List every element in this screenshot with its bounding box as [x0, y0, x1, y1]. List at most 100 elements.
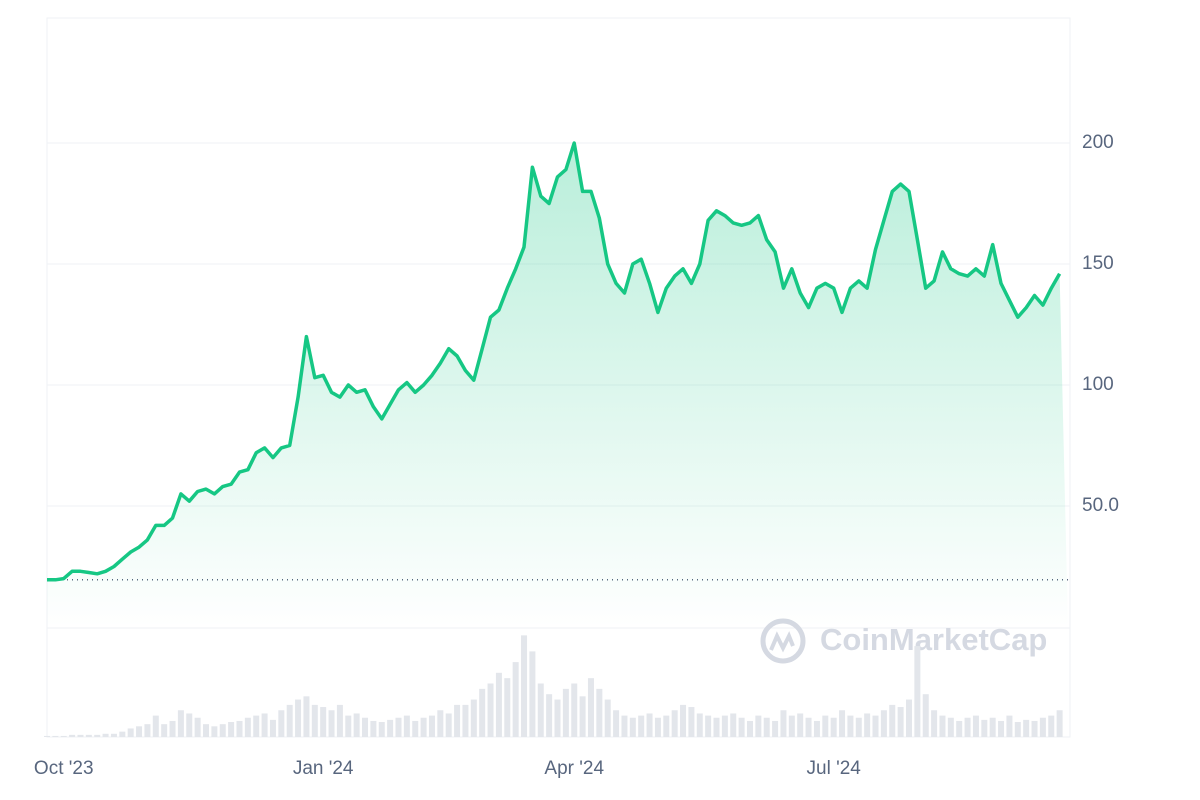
y-tick-label: 100 [1082, 374, 1114, 395]
volume-bar [872, 715, 879, 737]
volume-bar [353, 713, 360, 737]
watermark: CoinMarketCap [760, 618, 1047, 664]
x-tick-label: Jan '24 [293, 758, 354, 779]
volume-bar [1031, 720, 1038, 737]
volume-bar [554, 699, 561, 737]
price-area [47, 143, 1068, 627]
volume-bar [981, 719, 988, 737]
volume-bar [897, 707, 904, 737]
volume-bar [947, 717, 954, 737]
volume-bar [705, 715, 712, 737]
volume-bar [211, 726, 218, 737]
volume-bar [236, 720, 243, 737]
volume-bar [629, 717, 636, 737]
volume-bar [671, 710, 678, 737]
volume-bar [445, 713, 452, 737]
volume-bar [44, 735, 50, 737]
volume-bar [244, 717, 251, 737]
volume-bar [60, 735, 67, 737]
volume-bar [579, 696, 586, 737]
price-line [47, 141, 1062, 582]
volume-bar [613, 710, 620, 737]
volume-bar [772, 720, 779, 737]
volume-bar [328, 710, 335, 737]
volume-bar [1006, 715, 1013, 737]
volume-bar [403, 715, 410, 737]
volume-bar [604, 699, 611, 737]
volume-bar [1014, 722, 1021, 737]
volume-bar [378, 722, 385, 737]
volume-bar [136, 726, 143, 737]
volume-bar [788, 715, 795, 737]
volume-bar [110, 733, 117, 737]
volume-bar [169, 720, 176, 737]
volume-bar [487, 683, 494, 737]
volume-bar [177, 710, 184, 737]
x-tick-label: Apr '24 [544, 758, 604, 779]
volume-bar [529, 651, 536, 737]
x-tick-label: Jul '24 [807, 758, 862, 779]
volume-bar [905, 699, 912, 737]
volume-bar [495, 672, 502, 737]
volume-bar [805, 717, 812, 737]
volume-bar [972, 715, 979, 737]
volume-bar [161, 724, 168, 737]
volume-bar [454, 704, 461, 737]
volume-bar [85, 734, 92, 737]
watermark-text: CoinMarketCap [820, 622, 1047, 657]
volume-bar [688, 707, 695, 737]
y-tick-label: 200 [1082, 132, 1114, 153]
volume-bar [286, 704, 293, 737]
volume-bar [638, 715, 645, 737]
volume-bar [571, 683, 578, 737]
volume-bar [1048, 715, 1055, 737]
volume-bar [755, 715, 762, 737]
volume-bar [144, 724, 151, 737]
volume-bar [395, 717, 402, 737]
volume-bar [512, 662, 519, 737]
volume-bar [855, 717, 862, 737]
volume-bar [889, 704, 896, 737]
volume-bar [479, 688, 486, 737]
volume-bar [94, 734, 101, 737]
volume-bar [989, 717, 996, 737]
volume-bar [261, 713, 268, 737]
volume-bar [1056, 710, 1063, 737]
volume-bar [864, 713, 871, 737]
volume-bar [428, 715, 435, 737]
volume-bar [52, 735, 59, 737]
volume-bar [470, 699, 477, 737]
volume-bar [546, 694, 553, 737]
volume-bar [102, 733, 109, 737]
volume-bar [253, 715, 260, 737]
volume-bar [420, 717, 427, 737]
volume-bar [746, 720, 753, 737]
volume-bar [311, 704, 318, 737]
volume-bar [370, 720, 377, 737]
volume-bar [621, 715, 628, 737]
volume-bar [880, 710, 887, 737]
volume-bar [462, 704, 469, 737]
volume-bar [345, 715, 352, 737]
volume-bar [931, 710, 938, 737]
volume-bar [738, 717, 745, 737]
x-tick-label: Oct '23 [34, 758, 94, 779]
volume-bar [713, 717, 720, 737]
volume-bar [269, 719, 276, 737]
volume-bar [362, 717, 369, 737]
volume-bar [228, 722, 235, 737]
volume-bar [537, 683, 544, 737]
volume-bar [730, 713, 737, 737]
y-tick-label: 50.0 [1082, 495, 1119, 516]
volume-bar [763, 717, 770, 737]
volume-bar [813, 720, 820, 737]
volume-bar [412, 720, 419, 737]
volume-bar [562, 688, 569, 737]
volume-bar [587, 678, 594, 737]
volume-bar [152, 715, 159, 737]
volume-bar [1039, 717, 1046, 737]
volume-bar [504, 678, 511, 737]
volume-bar [654, 717, 661, 737]
volume-bar [186, 713, 193, 737]
